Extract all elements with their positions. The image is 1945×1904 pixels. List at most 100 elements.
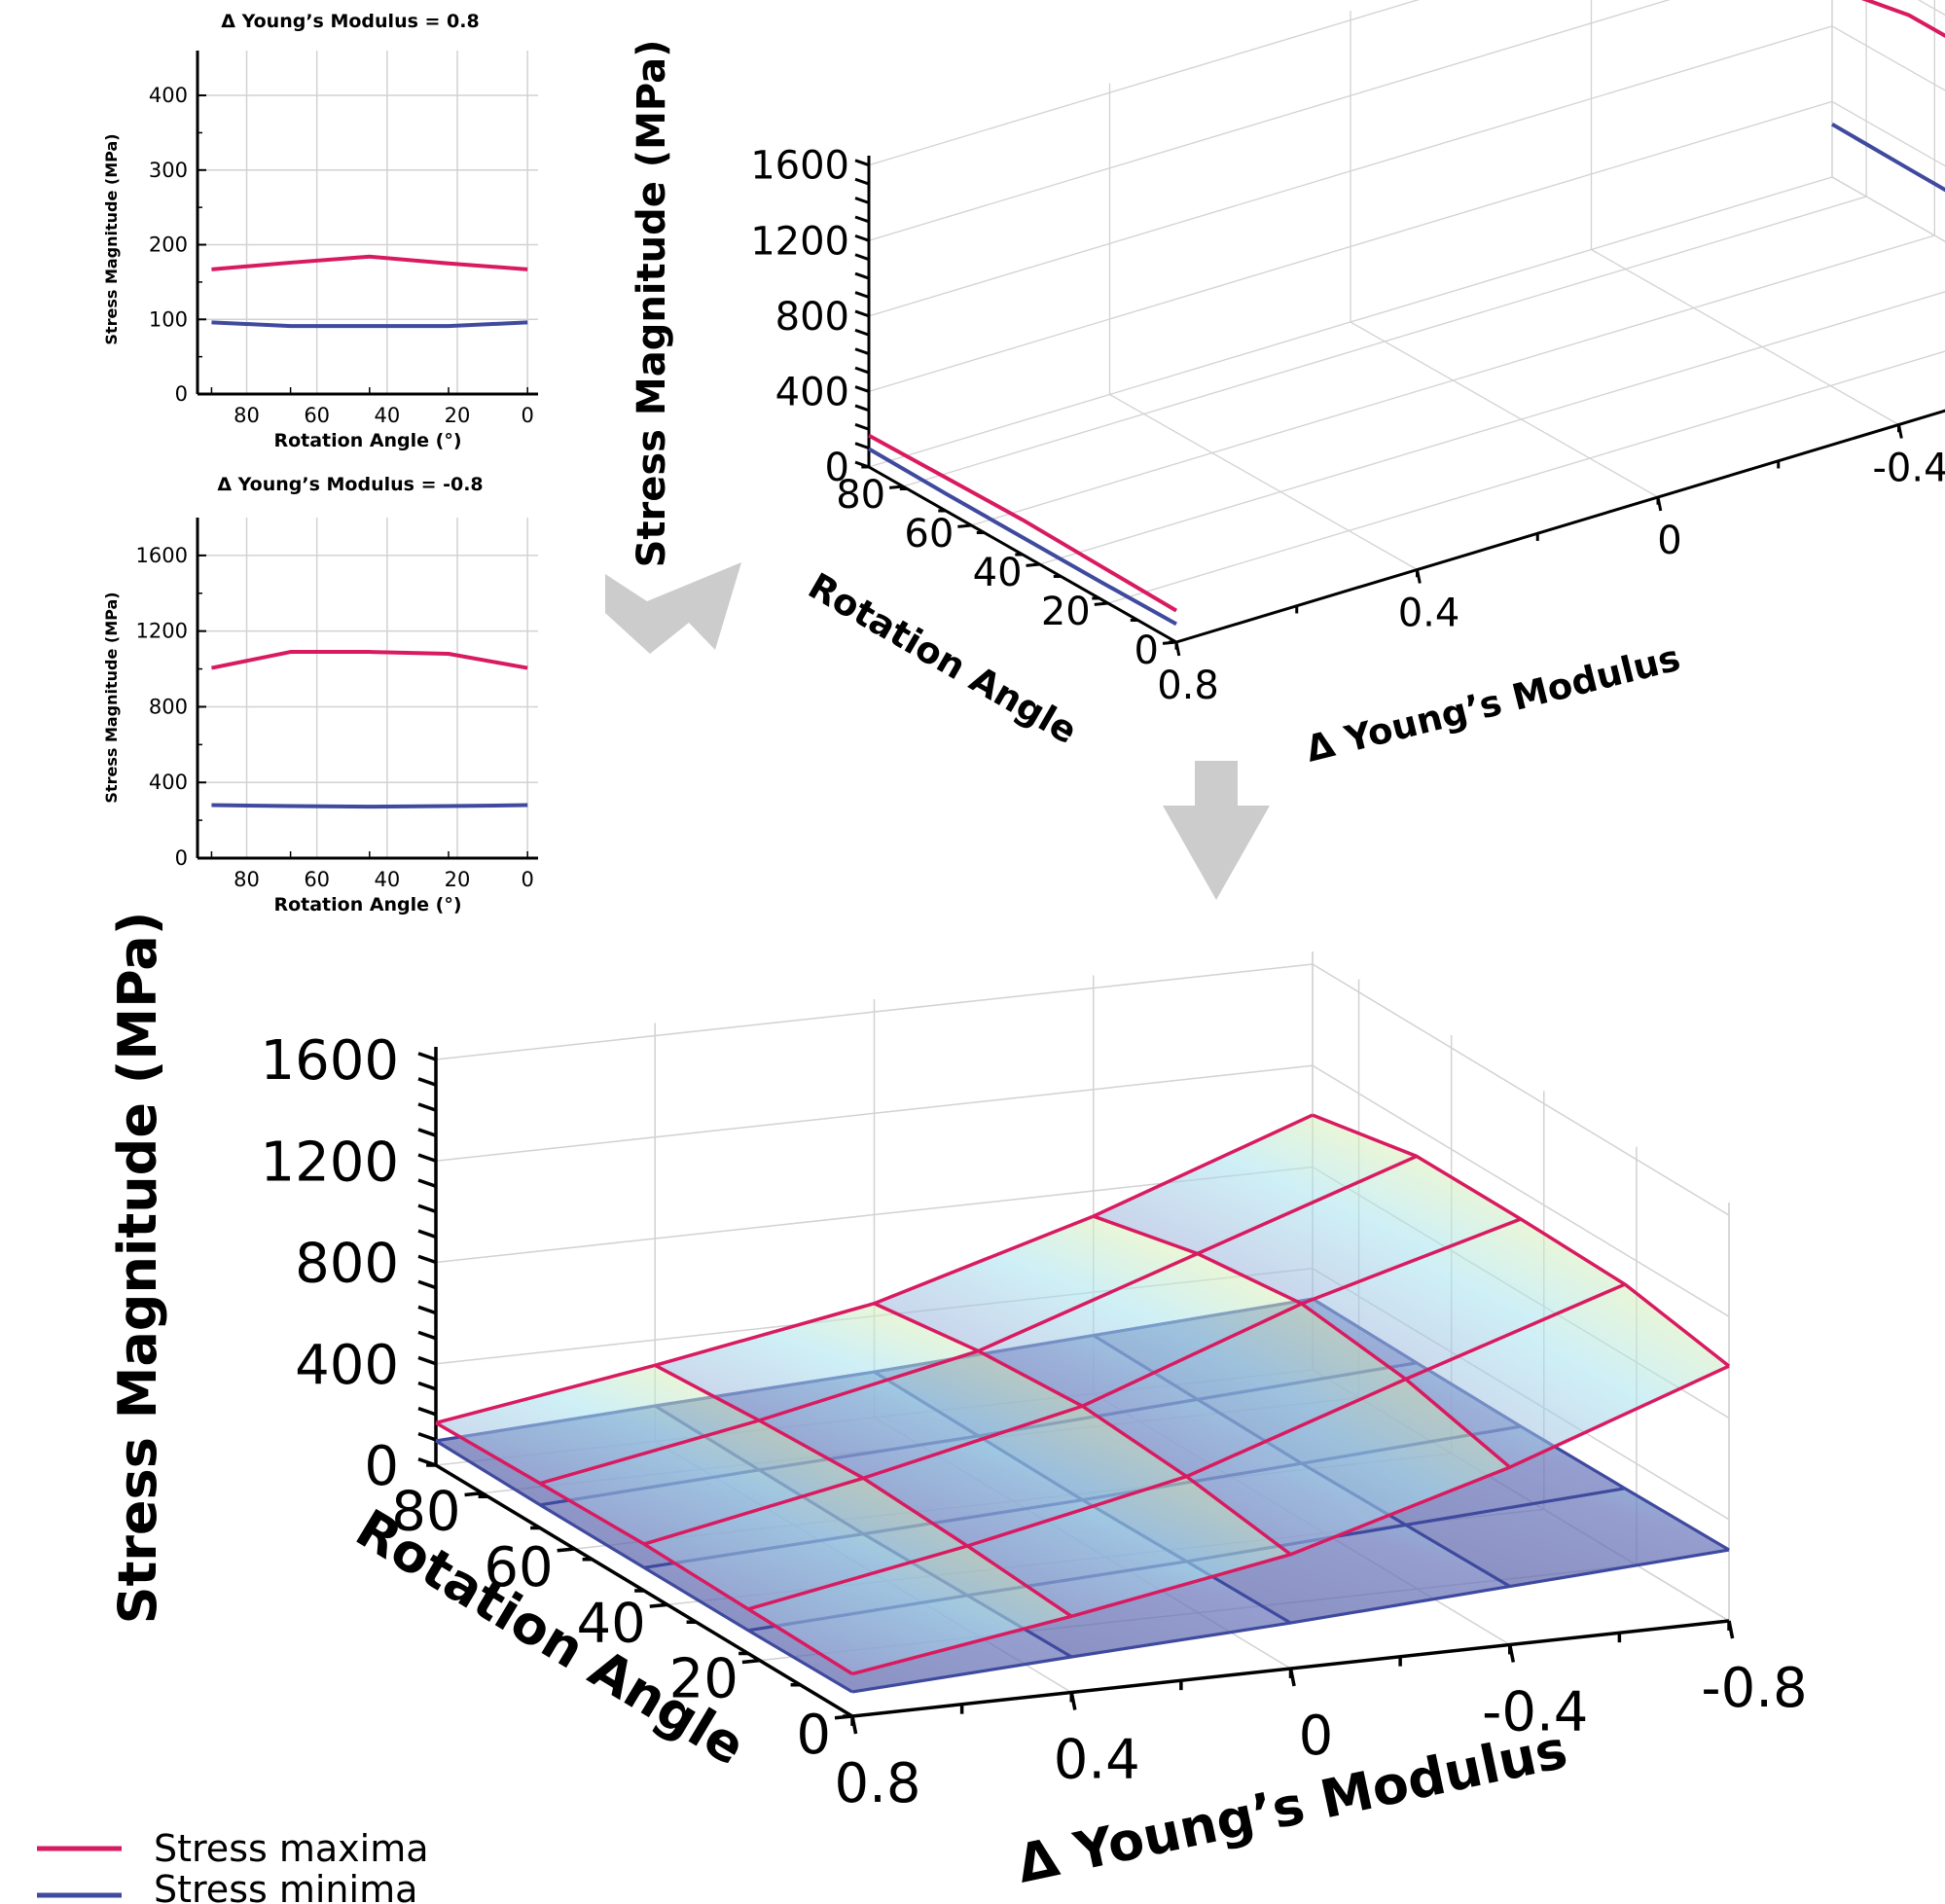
stress-minor-tick — [854, 328, 870, 337]
stress-minor-tick — [417, 1077, 437, 1087]
surface-patch-maxima — [540, 1420, 864, 1545]
y-axis-label: Stress Magnitude (MPa) — [107, 912, 168, 1625]
chart-modulus-neg08: Δ Young’s Modulus = -0.8 80 60 40 20 0040080… — [102, 474, 538, 916]
surface-patch-maxima — [748, 1546, 1072, 1674]
stress-tick-label: 1200 — [750, 219, 849, 264]
stress-tick-label: 800 — [775, 295, 849, 340]
stress-minor-tick — [854, 347, 870, 356]
angle-tick-label: 40 — [973, 551, 1023, 595]
modulus-tick-label: -0.4 — [1482, 1681, 1588, 1744]
angle-tick-label: 0 — [796, 1704, 831, 1767]
stress-minor-tick — [854, 422, 870, 431]
stress-minor-tick — [417, 1178, 437, 1188]
angle-tick-label: 80 — [836, 473, 885, 518]
stress-tick-label: 400 — [775, 370, 849, 414]
surface-patch-maxima — [436, 1365, 760, 1484]
x-tick-label: 20 — [445, 868, 471, 891]
stress-minor-tick — [417, 1381, 437, 1391]
surface-patch-maxima — [1301, 1218, 1625, 1380]
stress-minor-tick — [417, 1431, 437, 1442]
surface-patch-maxima — [1197, 1156, 1521, 1304]
tick-labels: 80 60 40 20 0 0 400 800 1200 1600 — [136, 544, 534, 891]
grid-line-side-wall — [1831, 25, 1945, 91]
stress-minor-tick — [417, 1330, 437, 1341]
series-lines — [211, 650, 528, 809]
series-lines — [867, 0, 1945, 627]
chart-title: Δ Young’s Modulus = -0.8 — [217, 474, 483, 495]
y-tick-label: 300 — [149, 159, 188, 182]
y-tick-label: 0 — [175, 382, 188, 406]
grid-line-side-wall — [1831, 100, 1945, 167]
stress-tick-label: 800 — [295, 1233, 399, 1296]
angle-tick-label: 60 — [484, 1536, 553, 1599]
surface-patch-maxima — [1405, 1284, 1729, 1468]
surface-patch-maxima — [874, 1216, 1198, 1351]
grid — [198, 518, 538, 858]
x-tick-label: 40 — [374, 404, 400, 427]
y-tick-label: 100 — [149, 307, 188, 331]
grid-line-back-wall — [868, 0, 1671, 241]
down-arrow-icon — [1163, 761, 1270, 900]
stress-tick-label: 1200 — [260, 1131, 399, 1194]
surface-line-maxima — [643, 1217, 1522, 1546]
grid — [198, 51, 538, 394]
stress-minor-tick — [854, 366, 870, 375]
grid-line-floor — [1175, 410, 1945, 643]
stress-minor-tick — [854, 177, 870, 186]
angle-tick-label: 20 — [1041, 590, 1091, 634]
series-line-minima — [1830, 122, 1945, 193]
grid-line-floor — [1109, 393, 1418, 571]
grid-line-side-wall — [1917, 0, 1945, 17]
series-line-maxima — [868, 433, 1178, 613]
grid-line-side-wall — [1312, 963, 1730, 1216]
stress-minor-tick — [854, 404, 870, 413]
angle-tick — [1094, 601, 1108, 606]
y-tick-label: 800 — [149, 695, 188, 718]
stress-minor-tick — [854, 253, 870, 262]
series-line-minima — [867, 447, 1177, 627]
surface-line-maxima — [851, 1364, 1730, 1676]
chart-modulus-pos08: Δ Young’s Modulus = 0.8 80 60 40 20 00100200… — [102, 11, 538, 451]
stress-minor-tick — [417, 1406, 437, 1417]
y-axis-label: Stress Magnitude (MPa) — [102, 592, 121, 803]
modulus-tick-label: 0 — [1299, 1705, 1334, 1768]
grid-line-floor — [1831, 176, 1945, 242]
axes — [196, 518, 538, 860]
angle-tick — [888, 485, 904, 489]
grid-line-back-wall — [868, 25, 1833, 317]
angle-tick-label: 80 — [391, 1481, 460, 1544]
modulus-tick-label: 0.8 — [834, 1752, 920, 1815]
angle-tick — [464, 1491, 483, 1497]
series-line-minima — [211, 803, 528, 809]
surface-line-minima — [851, 1548, 1730, 1694]
y-tick-label: 400 — [149, 84, 188, 107]
grid-line-floor — [1039, 291, 1945, 565]
chart-3d-lines: 0400800120016008060402000.80.40-0.4-0.8 … — [630, 0, 1945, 771]
stress-minor-tick — [854, 385, 870, 393]
surface-patch-maxima — [655, 1303, 979, 1420]
stress-minor-tick — [854, 291, 870, 299]
angle-tick — [957, 523, 972, 528]
stress-minor-tick — [417, 1128, 437, 1137]
legend-minima-label: Stress minima — [154, 1868, 417, 1904]
stress-minor-tick — [417, 1254, 437, 1265]
angle-tick — [1026, 562, 1040, 567]
x-tick-label: 80 — [234, 404, 260, 427]
axes — [196, 51, 538, 396]
grid-line-back-wall — [435, 1064, 1314, 1163]
x-tick-label: 0 — [521, 404, 533, 427]
series-lines — [211, 254, 528, 329]
grid-line-back-wall — [868, 0, 1421, 166]
angle-tick-label: 0 — [1135, 629, 1159, 673]
angle-tick-label: 40 — [577, 1592, 646, 1655]
surface-line-maxima — [747, 1282, 1626, 1611]
stress-tick-label: 400 — [295, 1334, 399, 1397]
surfaces — [435, 1113, 1731, 1694]
stress-tick-label: 0 — [825, 446, 849, 490]
modulus-tick-label: 0.8 — [1157, 664, 1219, 708]
stress-minor-tick — [417, 1355, 437, 1366]
stress-minor-tick — [417, 1052, 437, 1061]
grid-line-side-wall — [1312, 1064, 1730, 1317]
stress-tick-label: 0 — [364, 1435, 399, 1498]
